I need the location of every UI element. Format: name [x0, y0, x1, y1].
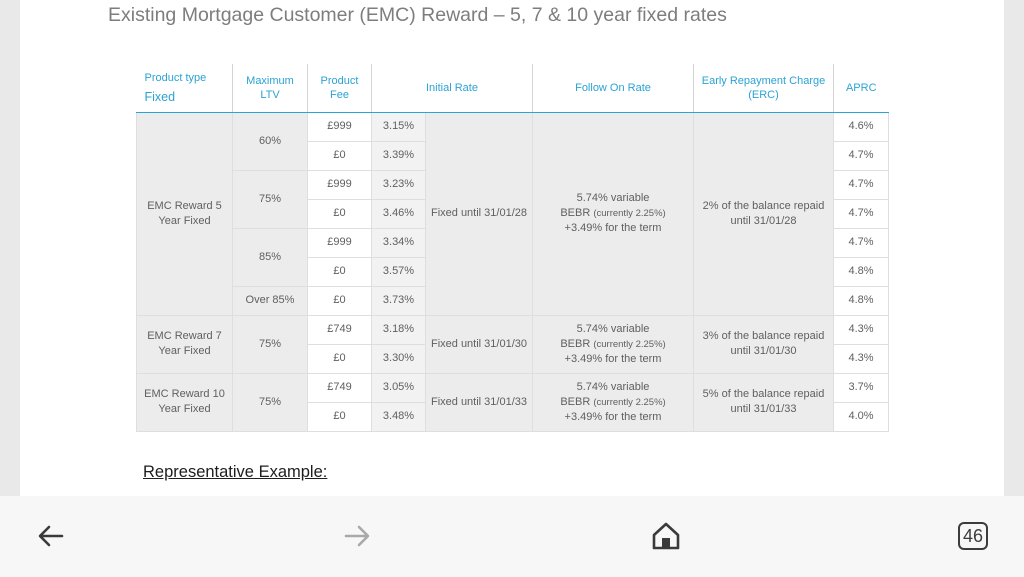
table-row: £0 3.30% 4.3% [137, 343, 889, 374]
browser-nav-bar: 46 [0, 496, 1024, 577]
follow-on-rate-cell: 5.74% variable BEBR (currently 2.25%) +3.4… [532, 372, 694, 432]
arrow-left-icon [38, 525, 64, 547]
initial-rate-cell: 3.18% [371, 314, 426, 345]
fixed-until-cell: Fixed until 31/01/30 [425, 314, 533, 374]
product-name-cell: EMC Reward 10 Year Fixed [136, 372, 233, 432]
product-fee-cell: £999 [307, 227, 372, 258]
tabs-count-badge: 46 [958, 522, 988, 550]
initial-rate-cell: 3.46% [371, 198, 426, 229]
initial-rate-cell: 3.05% [371, 372, 426, 403]
aprc-cell: 4.7% [833, 169, 889, 200]
arrow-right-icon [344, 525, 370, 547]
aprc-cell: 3.7% [833, 372, 889, 403]
product-fee-cell: £999 [307, 111, 372, 142]
table-row: Over 85% £0 3.73% 4.8% [137, 285, 889, 316]
table-row: 75% £999 3.23% 4.7% [137, 169, 889, 229]
header-initial-rate: Initial Rate [371, 64, 533, 113]
follow-on-term: +3.49% for the term [564, 222, 662, 234]
max-ltv-cell: 75% [232, 372, 308, 432]
header-product-type-label: Product type [144, 72, 207, 85]
fixed-until-cell: Fixed until 31/01/28 [425, 111, 533, 316]
bebr-note: (currently 2.25%) [593, 396, 666, 408]
product-fee-cell: £0 [307, 343, 372, 374]
bebr-label: BEBR [560, 395, 591, 408]
home-button[interactable] [646, 516, 686, 556]
aprc-cell: 4.3% [833, 343, 889, 374]
product-fee-cell: £0 [307, 256, 372, 287]
representative-example-heading: Representative Example: [143, 463, 328, 481]
header-aprc: APRC [833, 64, 889, 113]
header-max-ltv: Maximum LTV [232, 64, 308, 113]
initial-rate-cell: 3.39% [371, 140, 426, 171]
product-fee-cell: £0 [307, 140, 372, 171]
max-ltv-cell: 75% [232, 314, 308, 374]
home-icon [652, 522, 680, 550]
product-fee-cell: £0 [307, 285, 372, 316]
bebr-note: (currently 2.25%) [593, 208, 666, 219]
max-ltv-cell: 85% [232, 227, 308, 287]
follow-on-variable: 5.74% variable [576, 380, 650, 393]
tabs-button[interactable]: 46 [953, 516, 993, 556]
bebr-note: (currently 2.25%) [593, 338, 666, 350]
back-button[interactable] [31, 516, 71, 556]
header-product-fee: Product Fee [307, 64, 372, 113]
follow-on-rate-cell: 5.74% variable BEBR (currently 2.25%) +3.4… [532, 111, 694, 316]
product-name-cell: EMC Reward 5 Year Fixed [136, 111, 233, 316]
product-name-cell: EMC Reward 7 Year Fixed [136, 314, 233, 374]
follow-on-rate-cell: 5.74% variable BEBR (currently 2.25%) +3.4… [532, 314, 694, 374]
table-row: 85% £999 3.34% 4.7% [137, 227, 889, 287]
follow-on-bebr: BEBR (currently 2.25%) [535, 395, 691, 410]
aprc-cell: 4.7% [833, 140, 889, 171]
erc-cell: 3% of the balance repaid until 31/01/30 [693, 314, 834, 374]
bebr-label: BEBR [560, 207, 591, 219]
table-row: EMC Reward 5 Year Fixed 60% £999 3.15% Fixed… [136, 111, 889, 316]
initial-rate-cell: 3.15% [371, 111, 426, 142]
follow-on-term: +3.49% for the term [564, 352, 662, 365]
max-ltv-cell: 75% [232, 169, 308, 229]
aprc-cell: 4.8% [833, 285, 889, 316]
initial-rate-cell: 3.30% [371, 343, 426, 374]
rates-table: Product type Fixed Maximum LTV Product F… [136, 64, 889, 432]
table-row: EMC Reward 10 Year Fixed 75% £749 3.05% Fixe… [136, 372, 889, 432]
header-product-type: Product type Fixed [136, 64, 233, 113]
max-ltv-cell: 60% [232, 111, 308, 171]
document-page: Existing Mortgage Customer (EMC) Reward … [20, 0, 1004, 496]
follow-on-variable: 5.74% variable [576, 192, 650, 204]
initial-rate-cell: 3.23% [371, 169, 426, 200]
table-row: £0 3.48% 4.0% [137, 401, 889, 432]
max-ltv-cell: Over 85% [232, 285, 308, 316]
header-follow-on-rate: Follow On Rate [532, 64, 694, 113]
forward-button[interactable] [337, 516, 377, 556]
product-fee-cell: £0 [307, 198, 372, 229]
table-row: EMC Reward 7 Year Fixed 75% £749 3.18% Fixed… [136, 314, 889, 374]
header-erc: Early Repayment Charge (ERC) [693, 64, 834, 113]
header-product-type-sub: Fixed [144, 90, 176, 105]
table-row: £0 3.46% 4.7% [137, 198, 889, 229]
product-fee-cell: £749 [307, 372, 372, 403]
follow-on-bebr: BEBR (currently 2.25%) [535, 206, 691, 221]
aprc-cell: 4.6% [833, 111, 889, 142]
erc-cell: 2% of the balance repaid until 31/01/28 [693, 111, 834, 316]
table-row: £0 3.39% 4.7% [137, 140, 889, 171]
aprc-cell: 4.8% [833, 256, 889, 287]
product-fee-cell: £0 [307, 401, 372, 432]
initial-rate-cell: 3.57% [371, 256, 426, 287]
erc-cell: 5% of the balance repaid until 31/01/33 [693, 372, 834, 432]
follow-on-variable: 5.74% variable [576, 322, 650, 335]
initial-rate-cell: 3.34% [371, 227, 426, 258]
initial-rate-cell: 3.48% [371, 401, 426, 432]
bebr-label: BEBR [560, 337, 591, 350]
initial-rate-cell: 3.73% [371, 285, 426, 316]
aprc-cell: 4.7% [833, 198, 889, 229]
aprc-cell: 4.0% [833, 401, 889, 432]
page-title: Existing Mortgage Customer (EMC) Reward … [108, 4, 727, 26]
follow-on-bebr: BEBR (currently 2.25%) [535, 337, 691, 352]
product-fee-cell: £749 [307, 314, 372, 345]
product-fee-cell: £999 [307, 169, 372, 200]
aprc-cell: 4.7% [833, 227, 889, 258]
aprc-cell: 4.3% [833, 314, 889, 345]
fixed-until-cell: Fixed until 31/01/33 [425, 372, 533, 432]
follow-on-term: +3.49% for the term [564, 410, 662, 423]
table-header-row: Product type Fixed Maximum LTV Product F… [136, 64, 889, 113]
